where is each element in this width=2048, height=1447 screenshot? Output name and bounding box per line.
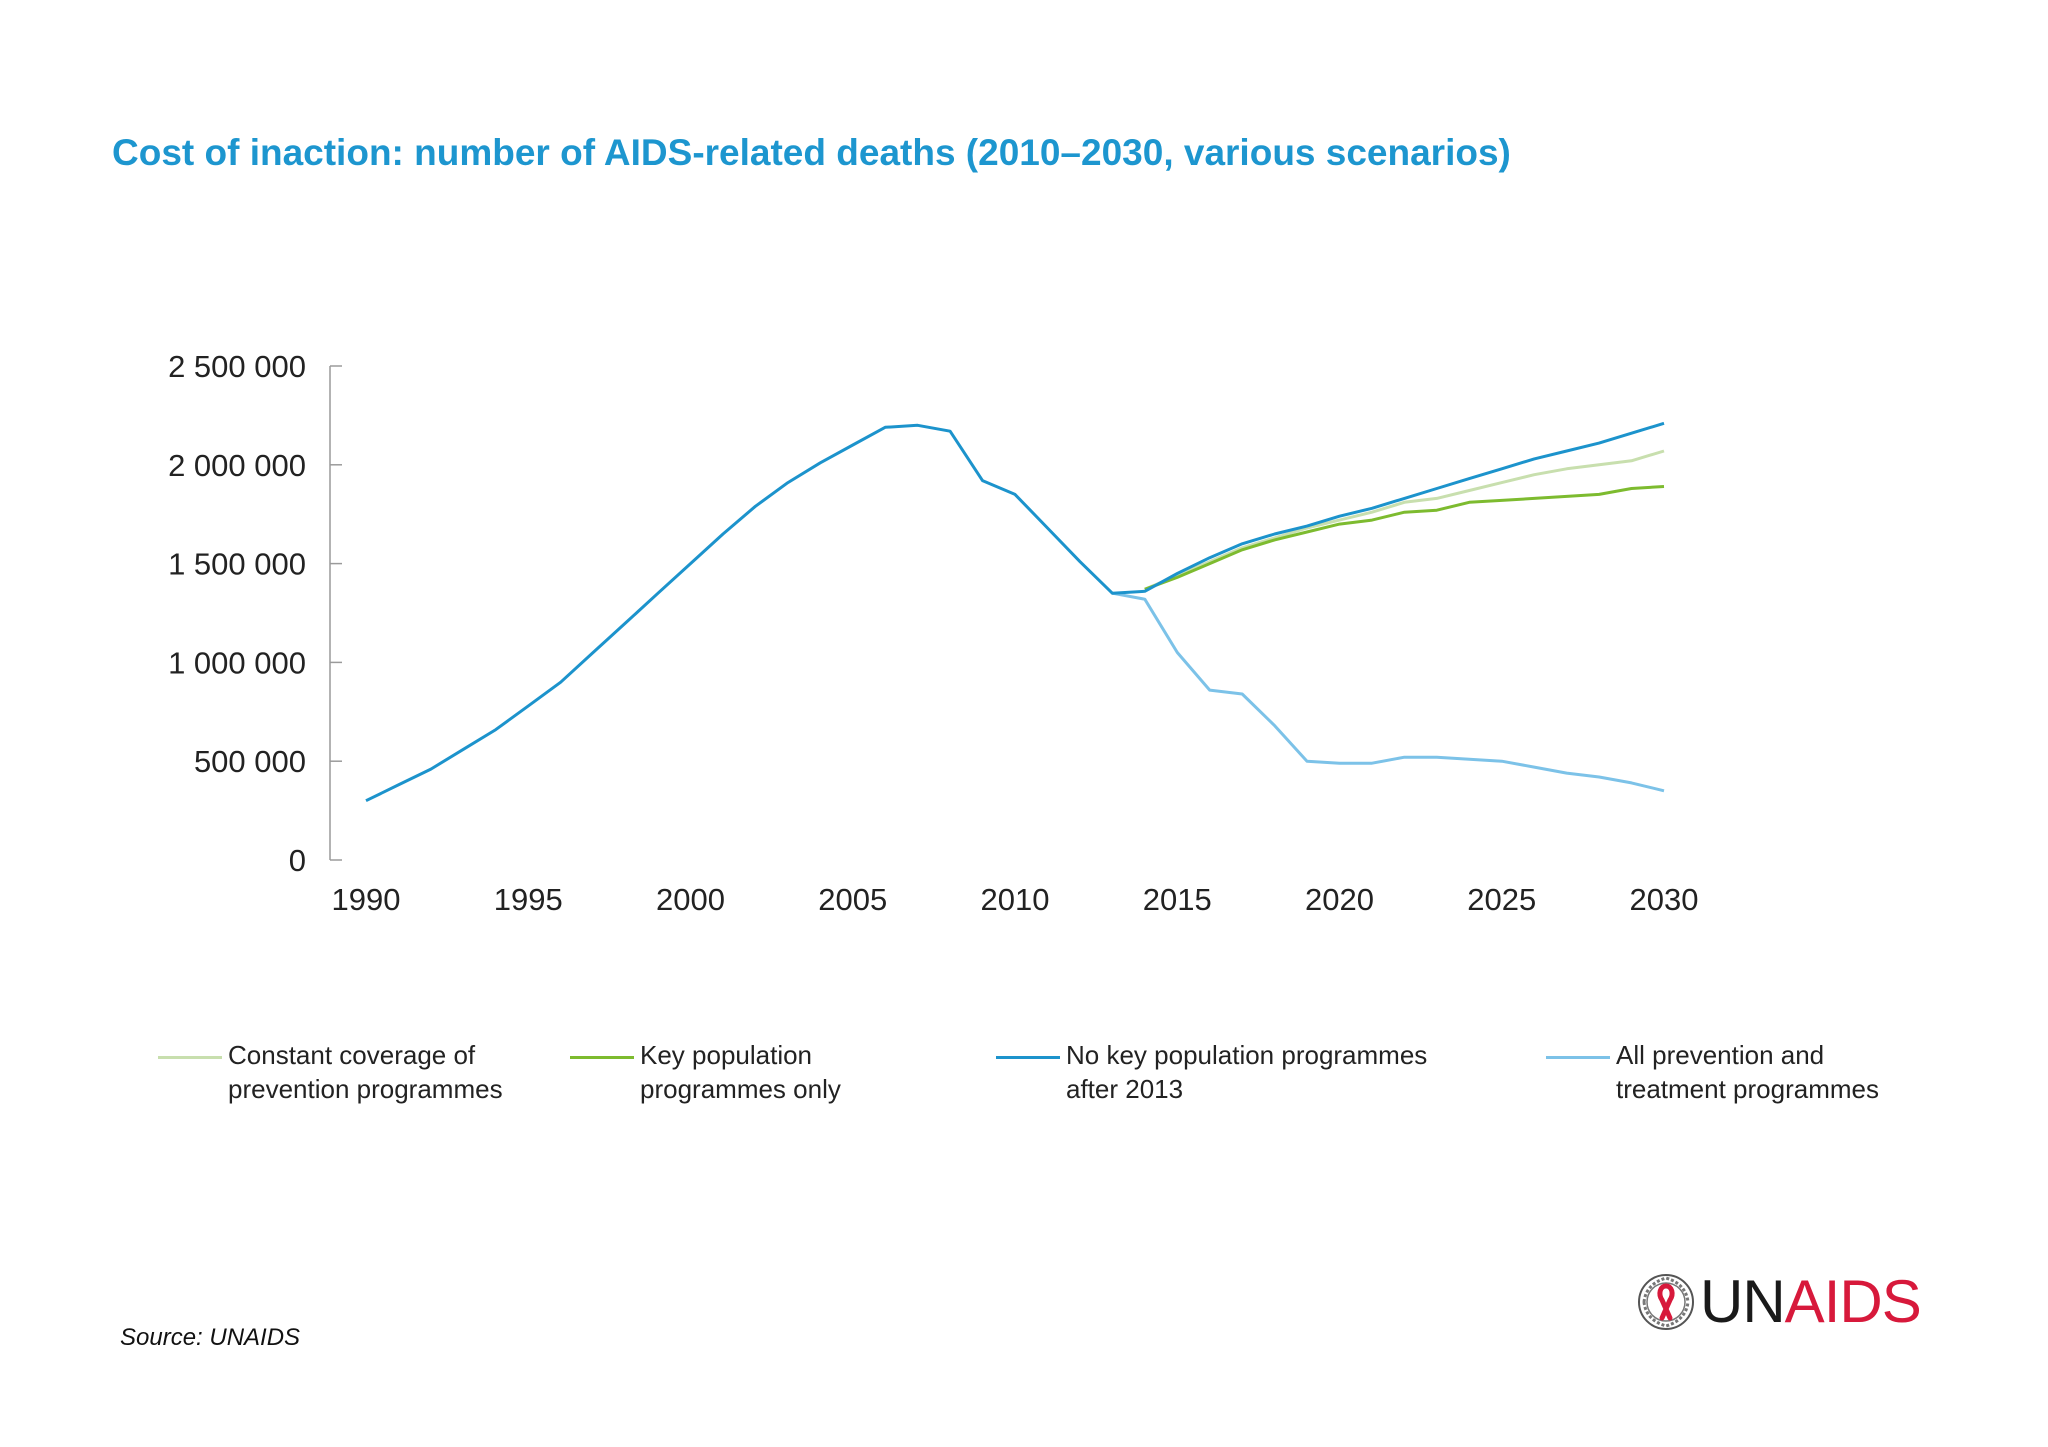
series-line-key-pop bbox=[1144, 485, 1665, 591]
legend-swatch bbox=[1546, 1056, 1610, 1059]
chart-title: Cost of inaction: number of AIDS-related… bbox=[112, 132, 1511, 173]
y-tick-label: 1 500 000 bbox=[168, 547, 306, 582]
x-tick-label: 2000 bbox=[656, 882, 725, 917]
y-tick-label: 2 500 000 bbox=[168, 349, 306, 384]
legend-label: Key population programmes only bbox=[640, 1040, 841, 1104]
y-tick-labels: 0 500 000 1 000 000 1 500 000 2 000 000 2 500… bbox=[168, 349, 306, 878]
legend-item-key-pop: Key population programmes only bbox=[570, 1038, 1040, 1106]
legend-label: Constant coverage of prevention programm… bbox=[228, 1040, 503, 1104]
series-line-no-key-pop bbox=[365, 421, 1665, 803]
un-emblem-icon bbox=[1638, 1274, 1694, 1330]
x-tick-label: 2015 bbox=[1143, 882, 1212, 917]
logo-text-un: UN bbox=[1700, 1268, 1786, 1335]
unaids-logo: UNAIDS bbox=[1636, 1272, 1922, 1332]
logo-text-aids: AIDS bbox=[1784, 1268, 1922, 1335]
legend-label: All prevention and treatment programmes bbox=[1616, 1040, 1879, 1104]
legend-item-all-prevention: All prevention and treatment programmes bbox=[1546, 1038, 2016, 1106]
x-tick-label: 2030 bbox=[1630, 882, 1699, 917]
source-note: Source: UNAIDS bbox=[120, 1324, 301, 1351]
x-tick-label: 2025 bbox=[1467, 882, 1536, 917]
y-tick-label: 500 000 bbox=[194, 744, 306, 779]
y-axis bbox=[329, 365, 342, 861]
y-tick-label: 1 000 000 bbox=[168, 645, 306, 680]
series-line-constant bbox=[1144, 449, 1665, 591]
x-tick-label: 2020 bbox=[1305, 882, 1374, 917]
series-line-all-prevention bbox=[1112, 591, 1665, 793]
legend-item-constant: Constant coverage of prevention programm… bbox=[158, 1038, 628, 1106]
y-tick-label: 2 000 000 bbox=[168, 448, 306, 483]
y-tick-label: 0 bbox=[289, 843, 306, 878]
series-lines bbox=[365, 421, 1665, 803]
x-tick-label: 2010 bbox=[981, 882, 1050, 917]
x-tick-label: 1990 bbox=[332, 882, 401, 917]
legend-swatch bbox=[158, 1056, 222, 1059]
x-tick-labels: 1990 1995 2000 2005 2010 2015 2020 2025 2030 bbox=[332, 882, 1699, 917]
legend-swatch bbox=[570, 1056, 634, 1059]
logo-wordmark: UNAIDS bbox=[1700, 1272, 1922, 1332]
x-tick-label: 2005 bbox=[818, 882, 887, 917]
x-tick-label: 1995 bbox=[494, 882, 563, 917]
legend-label: No key population programmes after 2013 bbox=[1066, 1040, 1428, 1104]
legend-swatch bbox=[996, 1056, 1060, 1059]
legend-item-no-key-pop: No key population programmes after 2013 bbox=[996, 1038, 1466, 1106]
